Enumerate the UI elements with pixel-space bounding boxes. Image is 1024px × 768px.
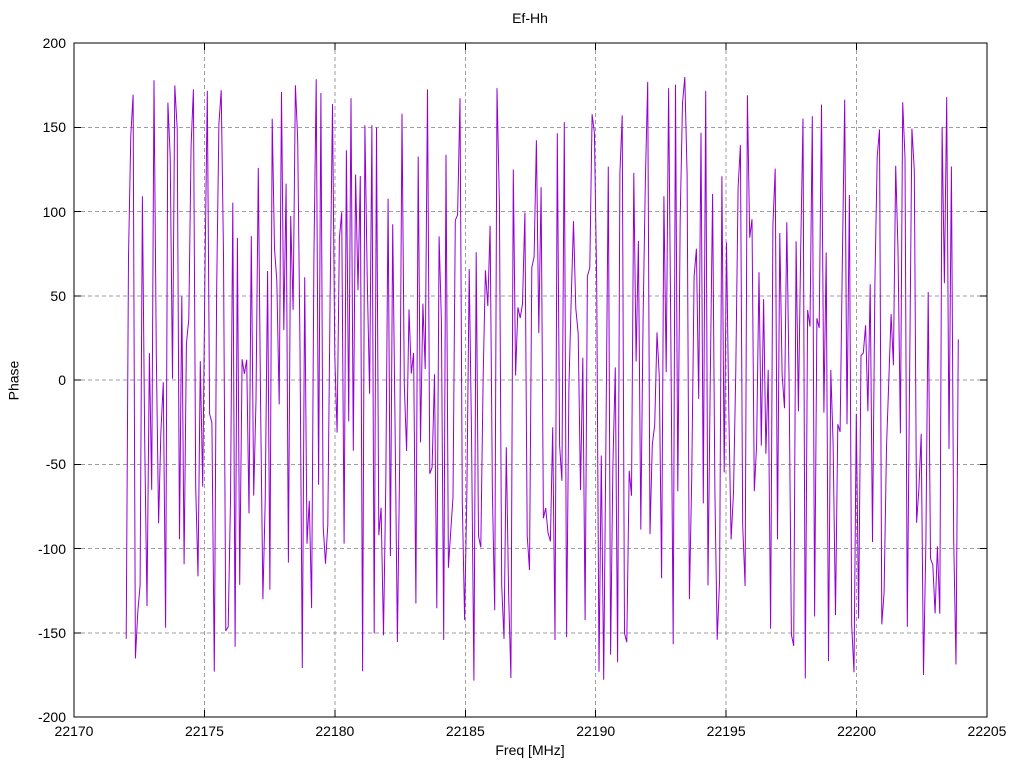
y-tick-label: 100: [42, 203, 66, 220]
x-tick-label: 22180: [315, 723, 355, 739]
x-tick-label: 22185: [445, 723, 485, 739]
y-tick-label: -200: [37, 709, 66, 725]
x-tick-label: 22205: [967, 723, 1007, 739]
y-tick-label: 200: [42, 35, 66, 51]
x-tick-label: 22200: [837, 723, 877, 739]
y-tick-label: -150: [37, 624, 66, 641]
y-tick-label: -100: [37, 540, 66, 557]
y-tick-label: -50: [45, 456, 66, 473]
y-tick-label: 150: [42, 119, 66, 136]
chart-title: Ef-Hh: [512, 10, 548, 26]
x-axis-label: Freq [MHz]: [495, 742, 565, 758]
x-tick-label: 22170: [54, 723, 94, 739]
x-tick-label: 22175: [184, 723, 224, 739]
y-tick-label: 50: [50, 287, 66, 304]
y-tick-label: 0: [58, 372, 66, 388]
x-tick-label: 22190: [576, 723, 616, 739]
data-line: [125, 76, 959, 681]
plot-border: [73, 42, 988, 718]
x-tick-label: 22195: [706, 723, 746, 739]
